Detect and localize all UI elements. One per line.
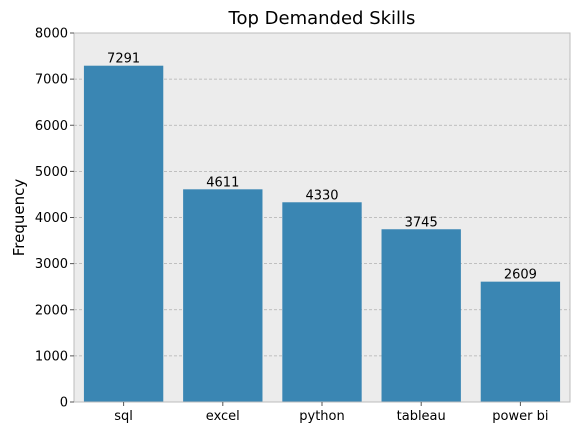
y-tick-label: 2000	[35, 303, 68, 318]
y-tick-label: 5000	[35, 165, 68, 180]
x-axis-ticks: sql excel python tableau power bi	[114, 402, 548, 424]
bar-value-label: 3745	[405, 215, 438, 230]
x-tick-label: power bi	[492, 409, 548, 424]
y-tick-label: 4000	[35, 211, 68, 226]
y-tick-label: 7000	[35, 73, 68, 88]
bar-sql	[83, 65, 164, 402]
y-tick-label: 8000	[35, 27, 68, 42]
y-tick-label: 3000	[35, 257, 68, 272]
bar-value-label: 7291	[107, 52, 140, 67]
y-tick-label: 6000	[35, 119, 68, 134]
x-tick-label: python	[299, 409, 344, 424]
bars	[83, 65, 561, 402]
bar-python	[282, 202, 362, 402]
y-tick-label: 0	[60, 396, 68, 411]
bar-excel	[183, 189, 263, 402]
y-tick-label: 1000	[35, 349, 68, 364]
bar-tableau	[381, 229, 461, 402]
bar-power-bi	[480, 281, 561, 402]
chart-title: Top Demanded Skills	[228, 8, 416, 29]
bar-value-label: 4611	[206, 175, 239, 190]
y-axis-label: Frequency	[10, 179, 28, 257]
x-tick-label: excel	[206, 409, 240, 424]
bar-value-label: 2609	[504, 268, 537, 283]
data-labels: 7291 4611 4330 3745 2609	[107, 52, 537, 283]
x-tick-label: tableau	[397, 409, 446, 424]
y-axis-ticks: 0 1000 2000 3000 4000 5000 6000 7000 8000	[35, 27, 74, 411]
bar-value-label: 4330	[305, 188, 338, 203]
x-tick-label: sql	[114, 409, 133, 424]
